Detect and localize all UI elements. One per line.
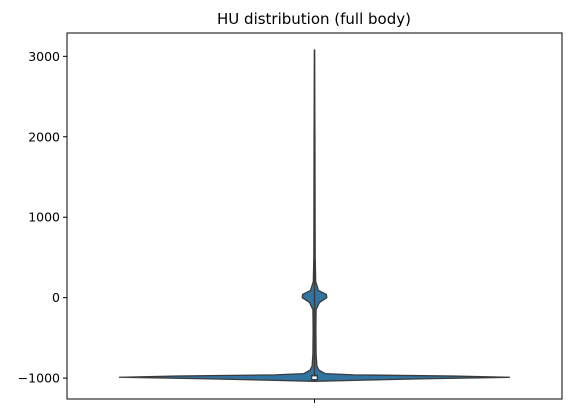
violin-body	[119, 50, 509, 381]
y-tick-label: −1000	[18, 371, 60, 386]
y-tick-label: 2000	[28, 129, 60, 144]
y-axis: −1000 0 1000 2000 3000	[18, 49, 67, 386]
y-tick-label: 0	[52, 290, 60, 305]
y-tick-label: 3000	[28, 49, 60, 64]
chart-title: HU distribution (full body)	[217, 10, 411, 28]
y-tick-label: 1000	[28, 210, 60, 225]
box-median	[312, 376, 316, 379]
